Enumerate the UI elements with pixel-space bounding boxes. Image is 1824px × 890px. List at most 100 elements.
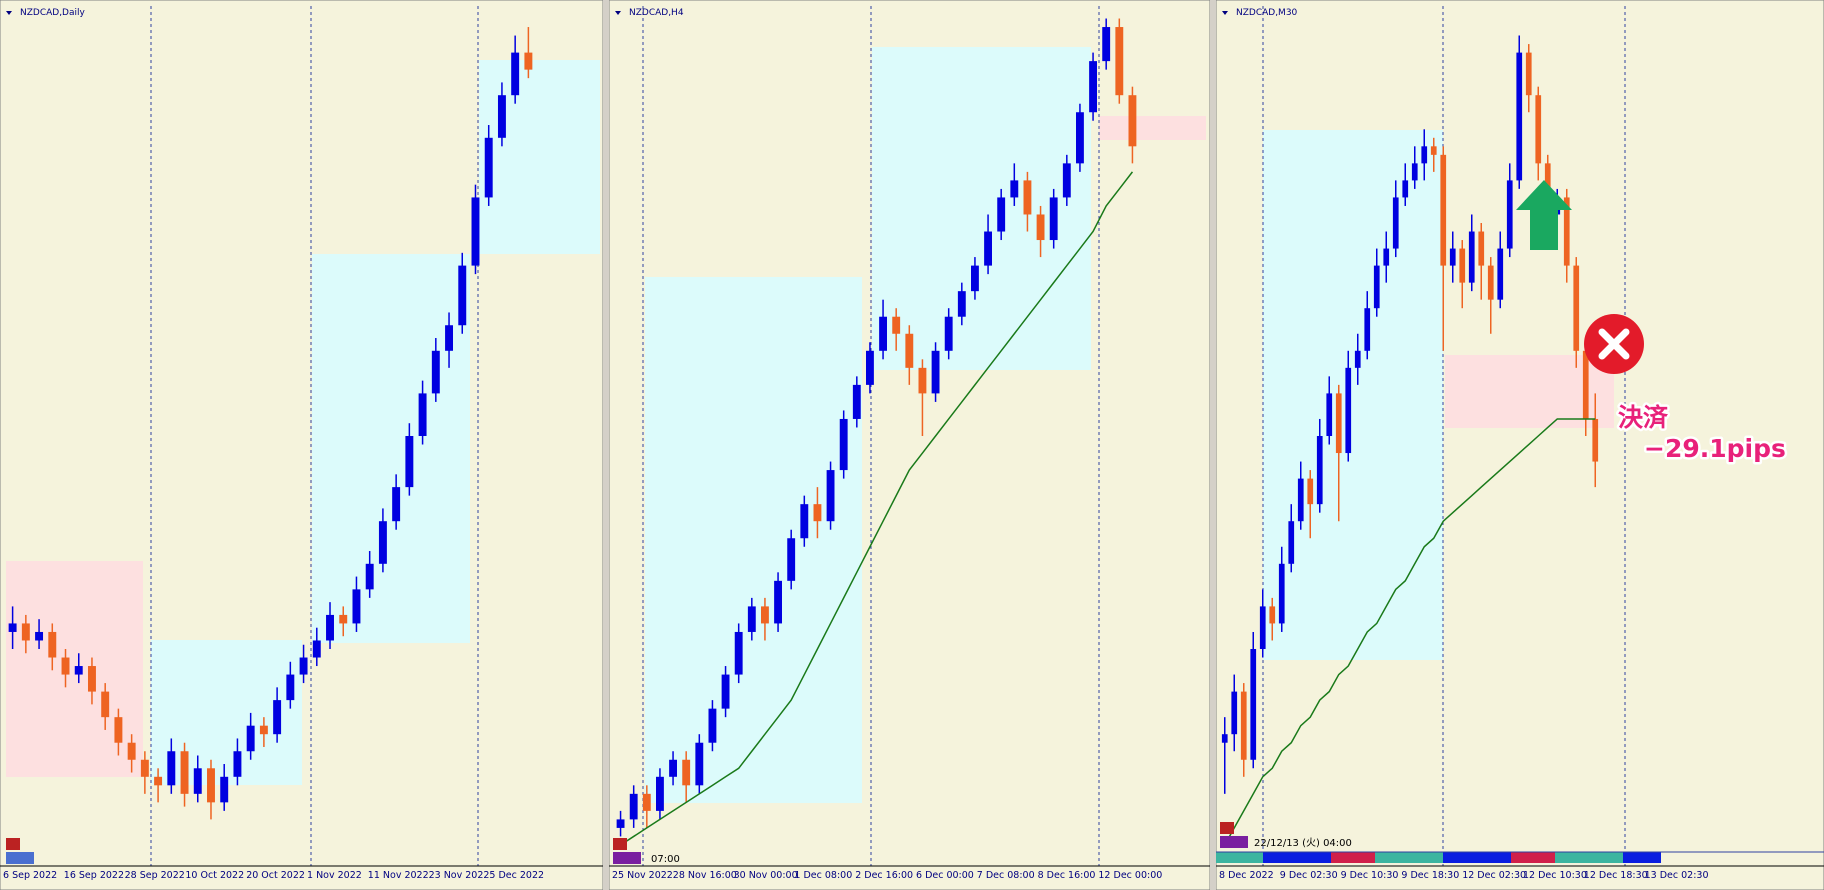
candle-body [326,614,334,641]
icon [1220,836,1248,848]
panel-title: NZDCAD,Daily [20,8,86,18]
zone [6,561,143,777]
candle-body [1459,248,1466,283]
candle-body [1440,154,1447,266]
candle-body [1076,112,1084,164]
candle-body [852,384,861,419]
title-arrow [1222,11,1228,15]
x-tick-label: 10 Oct 2022 [185,870,244,881]
x-tick-label: 1 Nov 2022 [307,870,362,881]
candle-body [1278,563,1285,624]
candle-body [957,291,966,317]
x-tick-label: 9 Dec 18:30 [1401,870,1459,881]
x-tick-label: 30 Nov 00:00 [734,870,798,881]
candle-body [629,793,638,820]
candle-body [339,614,348,624]
candle-body [1535,95,1542,164]
candle-body [774,580,782,624]
candle-body [312,640,321,658]
candle-body [154,776,163,786]
candle-body [484,137,493,198]
candle-body [127,742,136,760]
candle-body [1128,95,1137,147]
candle-body [787,538,796,581]
candle-body [220,776,229,803]
moving-average [1224,418,1596,846]
candle-body [682,759,691,786]
candle-body [1364,308,1371,351]
annotations: 決済 −29.1pips [1516,180,1788,466]
zone [1263,130,1443,660]
chart-panel: NZDCAD,Daily 6 Sep 2022 16 Sep 2022 28 Sep… [0,0,603,890]
x-tick-label: 9 Dec 10:30 [1341,870,1399,881]
candle-body [497,95,506,138]
time-label: 22/12/13 (火) 04:00 [1254,837,1352,849]
x-tick-label: 7 Dec 08:00 [977,870,1035,881]
candle-body [21,623,30,641]
candle-body [944,316,953,351]
x-tick-label: 12 Dec 00:00 [1098,870,1162,881]
x-tick-label: 13 Dec 02:30 [1645,870,1709,881]
candle-body [1240,691,1247,760]
x-tick-label: 12 Dec 02:30 [1462,870,1526,881]
candle-body [1402,180,1409,198]
candle-body [1307,478,1314,505]
x-tick-label: 11 Nov 2022 [368,870,429,881]
candle-body [1516,52,1523,181]
candle-body [471,197,480,266]
candle-body [1010,180,1019,198]
candle-body [392,487,401,522]
candle-body [1487,265,1494,300]
candle-body [656,776,664,811]
candle-body [35,631,44,641]
candle-body [180,751,189,794]
candle-body [1345,367,1352,454]
separators [1262,6,1626,866]
icon [1220,822,1234,834]
candle-body [114,717,123,743]
candle-body [866,350,874,385]
zone [872,47,1091,370]
candle-body [826,470,835,522]
candle-body [1297,478,1304,522]
candle-body [193,768,202,794]
zone [479,60,600,254]
candle-body [1573,265,1580,351]
chart-panel: NZDCAD,H4 07:00 25 Nov 2022 28 Nov 16:003… [609,0,1210,890]
x-tick-label: 12 Dec 18:30 [1584,870,1648,881]
panel-title: NZDCAD,M30 [1236,8,1298,18]
icon [6,838,20,850]
candle-body [207,768,215,803]
candle-body [524,52,533,70]
candle-body [458,265,467,326]
candle-body [669,759,677,777]
icon [613,852,641,864]
candle-body [101,691,110,718]
candle-body [1411,163,1418,181]
x-tick-label: 25 Nov 2022 [612,870,673,881]
candle-body [1354,350,1361,368]
candle-body [1582,350,1589,419]
candle-body [1250,649,1257,760]
candle-body [1383,248,1390,266]
entry-arrow [1516,180,1572,250]
candle-body [892,316,901,334]
candle-body [418,393,427,436]
separators [642,6,1100,866]
candle-body [839,418,848,471]
candle-body [445,325,454,351]
candle-body [405,436,414,488]
x-tick-label: 28 Sep 2022 [125,870,185,881]
separators [150,6,479,866]
zone [1099,116,1206,140]
x-tick-label: 5 Dec 2022 [489,870,544,881]
candle-body [1269,606,1276,624]
candle-body [140,759,149,777]
title-arrow [6,11,12,15]
moving-average [620,171,1134,846]
zone [645,277,862,803]
candle-body [616,819,625,828]
candle-body [299,657,308,675]
candle-body [1062,163,1071,198]
